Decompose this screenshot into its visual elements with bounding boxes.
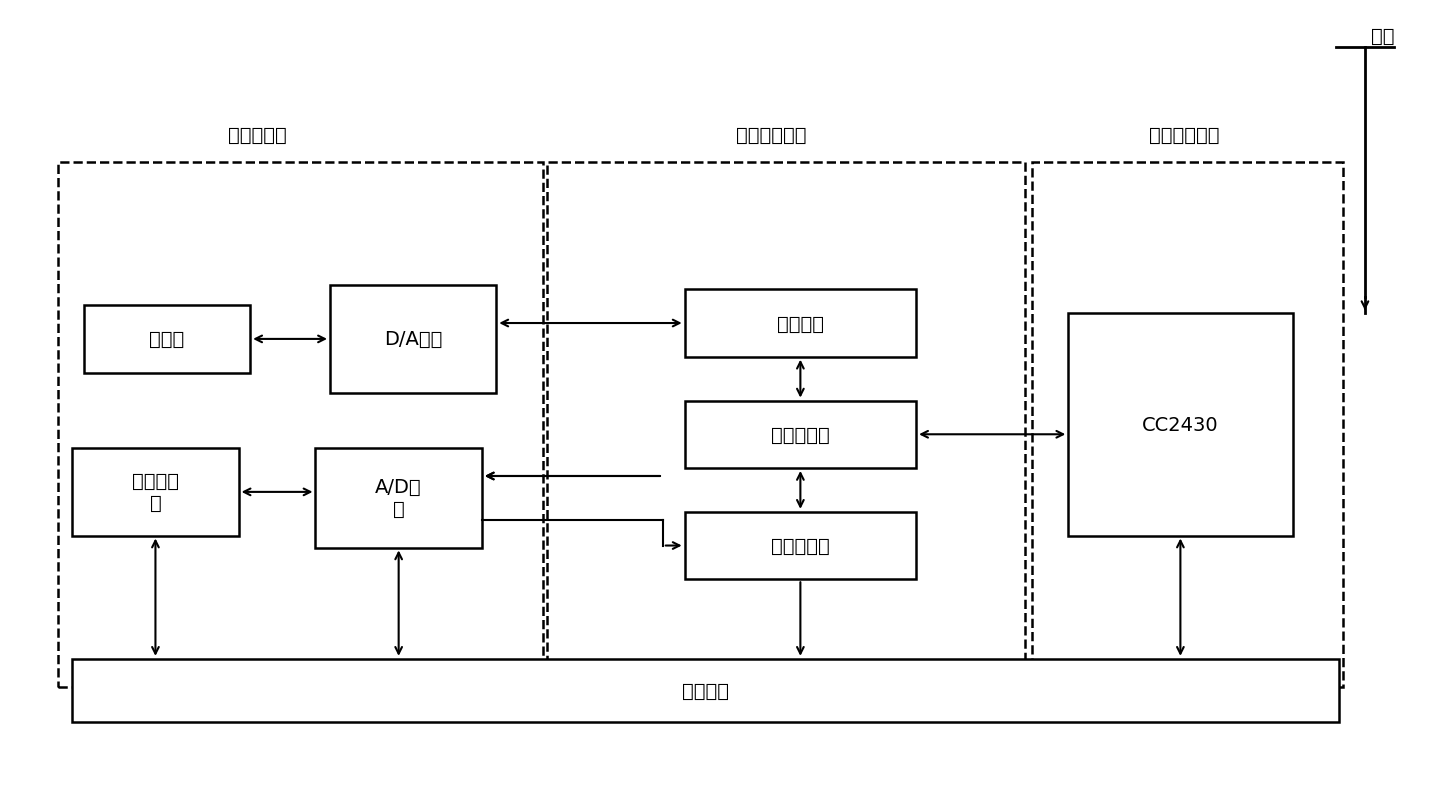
Bar <box>58 163 543 687</box>
Bar <box>73 659 1340 723</box>
Text: 控制器: 控制器 <box>150 330 185 349</box>
Bar <box>684 512 916 580</box>
Bar <box>84 306 250 373</box>
Bar <box>73 448 239 536</box>
Text: 应用单元: 应用单元 <box>778 314 824 333</box>
Text: D/A转换: D/A转换 <box>384 330 443 349</box>
Text: 微处理器模块: 微处理器模块 <box>737 126 807 144</box>
Text: CC2430: CC2430 <box>1142 415 1219 435</box>
Bar <box>684 290 916 358</box>
Text: 电源模块: 电源模块 <box>681 681 729 700</box>
Text: 电流传感
器: 电流传感 器 <box>132 472 179 512</box>
Text: 处理器单元: 处理器单元 <box>772 537 830 555</box>
Text: 存储器单元: 存储器单元 <box>772 425 830 444</box>
Text: 天线: 天线 <box>1370 26 1393 46</box>
Bar <box>331 286 496 393</box>
Bar <box>1069 314 1293 536</box>
Bar <box>547 163 1025 687</box>
Bar <box>1032 163 1344 687</box>
Text: 无线通信模块: 无线通信模块 <box>1149 126 1219 144</box>
Text: A/D转
换: A/D转 换 <box>376 478 422 519</box>
Bar <box>684 401 916 468</box>
Bar <box>316 448 482 548</box>
Text: 传感器模块: 传感器模块 <box>229 126 287 144</box>
